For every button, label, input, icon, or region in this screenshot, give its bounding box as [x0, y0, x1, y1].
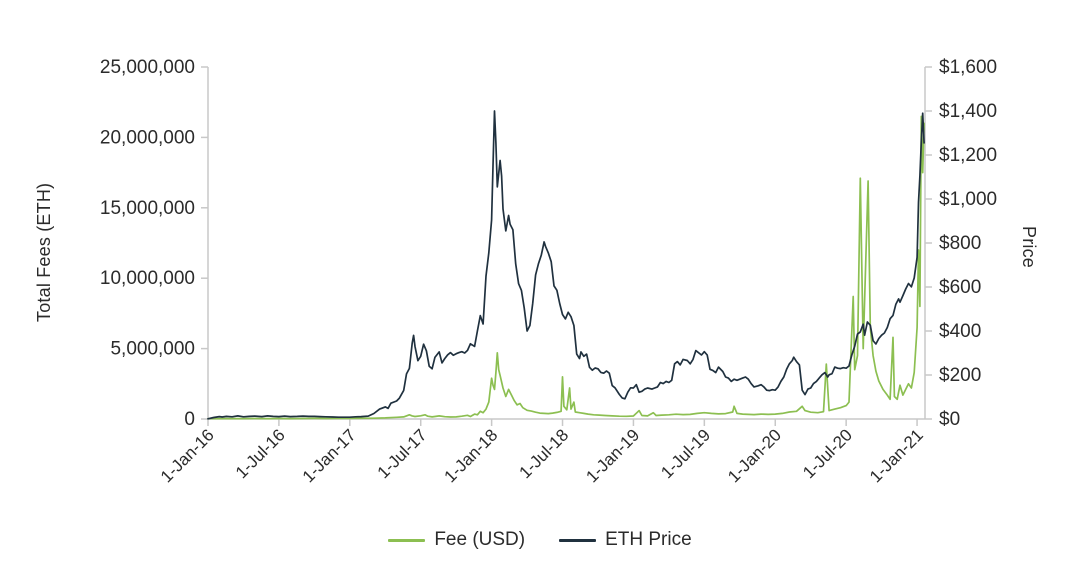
x-axis-tick-label: 1-Jan-19	[582, 425, 643, 486]
x-axis-tick-label: 1-Jan-20	[724, 425, 785, 486]
legend-item-fee: Fee (USD)	[388, 529, 525, 551]
x-axis-tick-label: 1-Jul-20	[799, 425, 856, 482]
x-axis-tick-label: 1-Jul-17	[374, 425, 431, 482]
right-axis-tick-label: $600	[939, 277, 981, 298]
left-axis-tick-label: 0	[184, 409, 195, 430]
right-axis-tick-label: $1,600	[939, 57, 997, 78]
x-axis-tick-label: 1-Jan-21	[866, 425, 927, 486]
left-axis-title: Total Fees (ETH)	[34, 182, 54, 323]
fee-line-swatch-icon	[388, 538, 426, 542]
x-axis-tick-label: 1-Jul-18	[515, 425, 572, 482]
right-axis-tick-label: $1,400	[939, 101, 997, 122]
legend-label-fee: Fee (USD)	[434, 529, 526, 550]
right-axis-tick-label: $1,000	[939, 189, 997, 210]
x-axis-tick-label: 1-Jan-18	[441, 425, 502, 486]
right-axis-tick-label: $1,200	[939, 145, 997, 166]
right-axis-tick-label: $800	[939, 233, 981, 254]
x-axis-tick-label: 1-Jul-19	[657, 425, 714, 482]
left-axis-tick-label: 10,000,000	[100, 268, 195, 289]
x-axis-tick-label: 1-Jul-16	[232, 425, 289, 482]
eth-price-line	[207, 110, 925, 420]
left-axis-tick-label: 15,000,000	[100, 198, 195, 219]
right-axis-title: Price	[1019, 225, 1039, 268]
legend-item-eth-price: ETH Price	[559, 529, 692, 551]
fee-usd-line	[207, 115, 925, 420]
left-axis-tick-label: 20,000,000	[100, 127, 195, 148]
x-axis-tick-label: 1-Jan-17	[299, 425, 360, 486]
left-axis-tick-label: 25,000,000	[100, 57, 195, 78]
right-axis-tick-label: $200	[939, 365, 981, 386]
eth-price-line-swatch-icon	[559, 538, 597, 542]
chart-legend: Fee (USD) ETH Price	[0, 527, 1080, 553]
legend-label-eth-price: ETH Price	[605, 529, 692, 550]
right-axis-tick-label: $400	[939, 321, 981, 342]
right-axis-tick-label: $0	[939, 409, 960, 430]
left-axis-tick-label: 5,000,000	[110, 339, 195, 360]
x-axis-tick-label: 1-Jan-16	[157, 425, 218, 486]
